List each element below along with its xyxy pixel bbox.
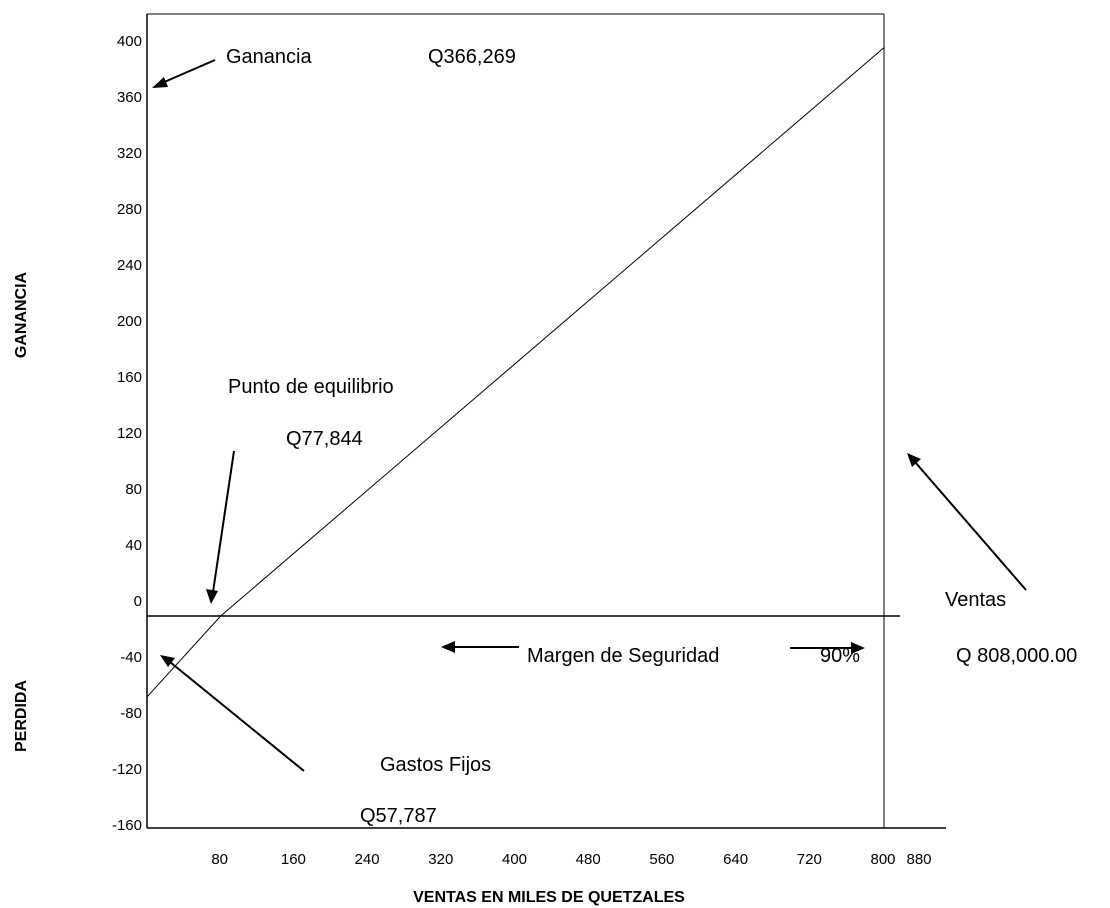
x-tick-label: 80 — [211, 851, 228, 868]
x-tick-label: 800 — [870, 851, 895, 868]
y-axis-title-perdida: PERDIDA — [13, 680, 30, 752]
y-tick-labels: 40036032028024020016012080400-40-80-120-… — [112, 33, 142, 834]
y-tick-label: 200 — [117, 313, 142, 330]
ganancia-arrow — [152, 59, 216, 88]
gastos-value: Q57,787 — [360, 805, 437, 827]
y-tick-label: -120 — [112, 761, 142, 778]
equilibrio-value: Q77,844 — [286, 428, 363, 450]
x-tick-label: 400 — [502, 851, 527, 868]
x-tick-label: 720 — [797, 851, 822, 868]
x-tick-label: 320 — [428, 851, 453, 868]
ventas-arrow — [907, 453, 1027, 591]
y-tick-label: 80 — [125, 481, 142, 498]
y-tick-label: 120 — [117, 425, 142, 442]
y-tick-label: -40 — [120, 649, 142, 666]
y-tick-label: -160 — [112, 817, 142, 834]
x-tick-label: 480 — [576, 851, 601, 868]
equilibrio-arrow — [206, 450, 235, 604]
y-tick-label: 280 — [117, 201, 142, 218]
x-tick-label: 560 — [649, 851, 674, 868]
gastos-label: Gastos Fijos — [380, 754, 491, 776]
ventas-label: Ventas — [945, 589, 1006, 611]
y-tick-label: 360 — [117, 89, 142, 106]
y-tick-label: -80 — [120, 705, 142, 722]
ganancia-value: Q366,269 — [428, 46, 516, 68]
y-tick-label: 40 — [125, 537, 142, 554]
margen-right-arrow — [790, 642, 865, 654]
margen-label: Margen de Seguridad — [527, 645, 719, 667]
x-tick-label: 240 — [355, 851, 380, 868]
profit-line — [146, 47, 885, 698]
y-tick-label: 320 — [117, 145, 142, 162]
gastos-arrow — [160, 655, 305, 772]
x-tick-label: 160 — [281, 851, 306, 868]
y-tick-label: 160 — [117, 369, 142, 386]
y-tick-label: 240 — [117, 257, 142, 274]
x-tick-labels: 80 160 240 320 400 480 560 640 720 800 880 — [211, 851, 931, 868]
ganancia-label: Ganancia — [226, 46, 312, 68]
ventas-value: Q 808,000.00 — [956, 645, 1077, 667]
x-axis-title: VENTAS EN MILES DE QUETZALES — [413, 889, 685, 906]
y-tick-label: 400 — [117, 33, 142, 50]
y-tick-label: 0 — [134, 593, 142, 610]
x-tick-label: 640 — [723, 851, 748, 868]
margen-value: 90% — [820, 645, 860, 667]
margen-left-arrow — [441, 641, 519, 653]
equilibrio-label: Punto de equilibrio — [228, 376, 394, 398]
y-axis-title-ganancia: GANANCIA — [13, 271, 30, 358]
x-tick-label: 880 — [906, 851, 931, 868]
